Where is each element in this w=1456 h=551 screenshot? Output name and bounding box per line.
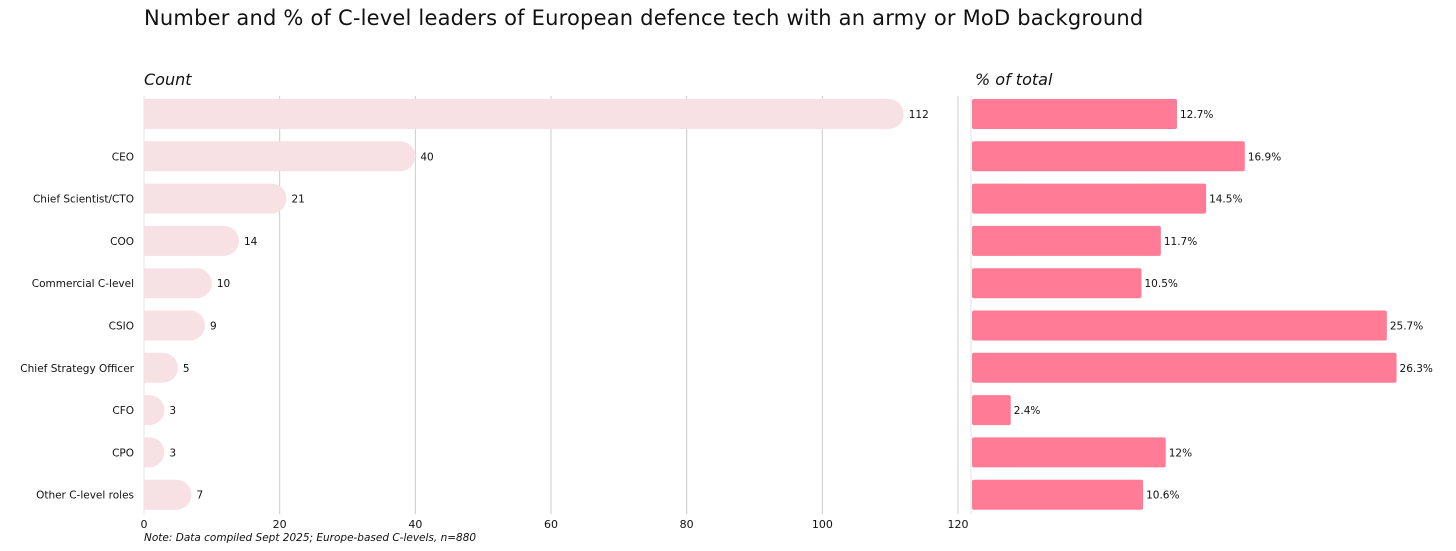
count-bar: [144, 437, 165, 468]
category-label: CSIO: [109, 321, 134, 333]
count-panel-title: Count: [144, 70, 192, 89]
category-label: Chief Strategy Officer: [20, 363, 134, 375]
count-value-label: 9: [210, 321, 217, 333]
x-tick-label: 60: [544, 518, 558, 531]
x-tick-label: 120: [948, 518, 969, 531]
percent-value-label: 11.7%: [1164, 236, 1197, 248]
percent-bar: [972, 225, 1161, 256]
percent-bar: [972, 310, 1387, 341]
percent-value-label: 14.5%: [1209, 194, 1242, 206]
count-bar: [144, 225, 239, 256]
category-label: Chief Scientist/CTO: [33, 194, 134, 206]
x-tick-label: 40: [408, 518, 422, 531]
category-label: Commercial C-level: [32, 278, 134, 290]
percent-value-label: 26.3%: [1400, 363, 1433, 375]
category-label: COO: [110, 236, 134, 248]
category-label: Other C-level roles: [36, 490, 134, 502]
x-tick-label: 20: [273, 518, 287, 531]
count-value-label: 14: [244, 236, 258, 248]
count-value-label: 112: [909, 109, 929, 121]
count-value-label: 3: [169, 447, 176, 459]
count-bar: [144, 99, 904, 129]
count-bar: [144, 310, 206, 341]
percent-value-label: 16.9%: [1248, 151, 1281, 163]
percent-bar: [972, 479, 1144, 510]
percent-value-label: 12%: [1169, 447, 1192, 459]
count-value-label: 21: [291, 194, 304, 206]
percent-bar: [972, 437, 1166, 468]
count-bar: [144, 268, 212, 299]
category-label: CFO: [112, 405, 134, 417]
category-label: CPO: [112, 447, 134, 459]
x-tick-label: 100: [812, 518, 833, 531]
percent-bar: [972, 99, 1178, 129]
percent-bar: [972, 183, 1207, 214]
count-bar: [144, 141, 416, 172]
count-bar: [144, 479, 192, 510]
count-value-label: 5: [183, 363, 190, 375]
chart-note: Note: Data compiled Sept 2025; Europe-ba…: [144, 532, 477, 544]
category-label: CEO: [112, 151, 134, 163]
percent-bar: [972, 141, 1245, 172]
count-value-label: 40: [420, 151, 433, 163]
count-value-label: 7: [196, 490, 203, 502]
percent-panel-title: % of total: [975, 70, 1053, 89]
count-value-label: 3: [169, 405, 176, 417]
percent-value-label: 25.7%: [1390, 321, 1423, 333]
percent-bar: [972, 352, 1397, 383]
count-bar: [144, 183, 287, 214]
count-value-label: 10: [217, 278, 230, 290]
percent-bar: [972, 268, 1142, 299]
x-tick-label: 0: [141, 518, 148, 531]
x-tick-label: 80: [680, 518, 694, 531]
count-bar: [144, 395, 165, 426]
percent-bar: [972, 395, 1011, 426]
chart-title: Number and % of C-level leaders of Europ…: [144, 6, 1144, 30]
count-bar: [144, 352, 178, 383]
percent-value-label: 2.4%: [1014, 405, 1041, 417]
percent-value-label: 12.7%: [1180, 109, 1213, 121]
percent-value-label: 10.5%: [1145, 278, 1178, 290]
percent-value-label: 10.6%: [1146, 490, 1179, 502]
